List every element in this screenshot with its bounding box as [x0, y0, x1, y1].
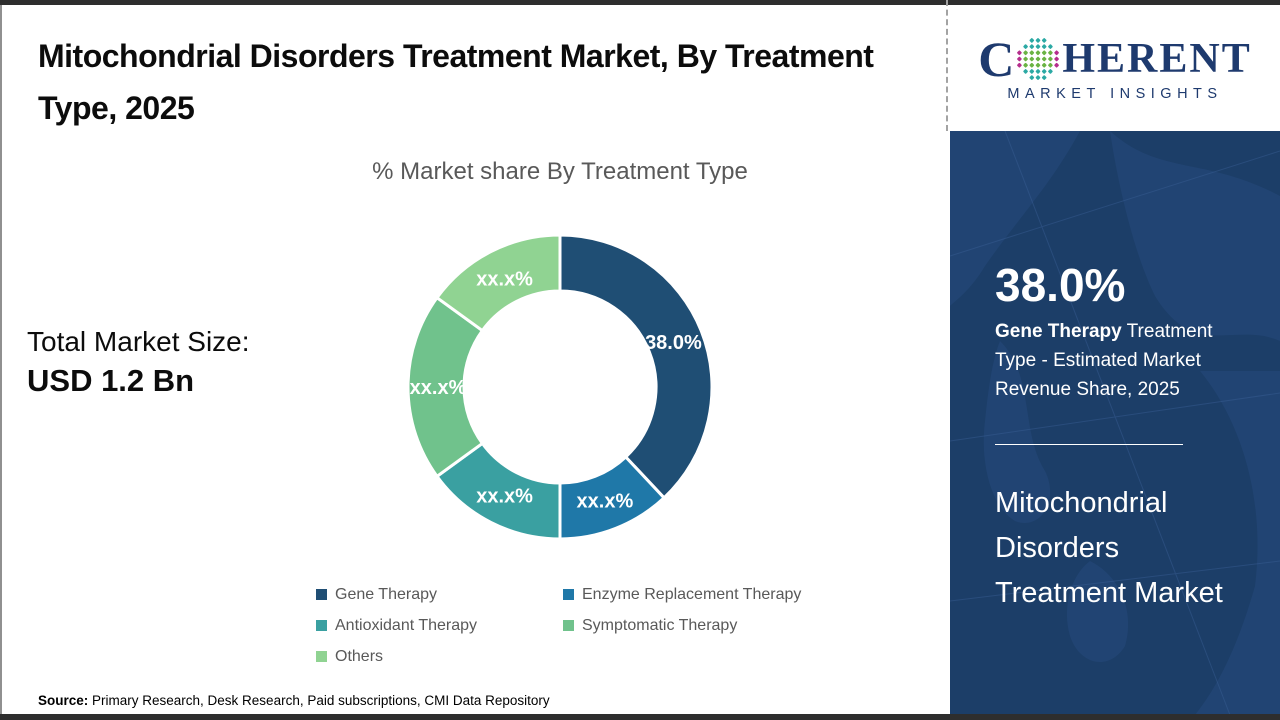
logo-dot	[1036, 56, 1041, 62]
logo-dot	[1029, 75, 1035, 80]
logo-dot	[1023, 50, 1029, 56]
logo-dot	[1042, 62, 1047, 68]
stat-segment-name: Gene Therapy	[995, 321, 1122, 342]
logo-dot	[1036, 38, 1041, 43]
logo-dot	[1042, 38, 1047, 43]
logo-dot	[1042, 44, 1047, 49]
logo-dot	[1029, 69, 1035, 74]
logo-dot	[1036, 50, 1041, 56]
donut-segment-label: xx.x%	[476, 486, 533, 508]
logo-dot	[1023, 62, 1029, 68]
logo-dot	[1042, 50, 1047, 56]
source-text: Primary Research, Desk Research, Paid su…	[88, 693, 550, 708]
logo-wordmark: C HERENT	[978, 34, 1251, 84]
logo-dotted-globe-icon	[1017, 38, 1060, 80]
source-label: Source:	[38, 693, 89, 708]
company-logo: C HERENT MARKET INSIGHTS	[950, 5, 1280, 131]
legend-item: Symptomatic Therapy	[563, 615, 801, 636]
logo-dot	[1042, 69, 1047, 74]
logo-dot	[1048, 62, 1054, 68]
source-line: Source: Primary Research, Desk Research,…	[38, 693, 550, 708]
donut-segment	[558, 233, 714, 500]
logo-dot	[1017, 62, 1023, 68]
legend-swatch	[563, 620, 574, 631]
sidebar-market-title: Mitochondrial Disorders Treatment Market	[995, 487, 1223, 609]
legend-swatch	[563, 589, 574, 600]
total-market-size-label: Total Market Size:	[27, 326, 250, 357]
logo-letters-herent: HERENT	[1062, 36, 1252, 82]
logo-dot	[1048, 56, 1054, 62]
total-market-size-value: USD 1.2 Bn	[27, 363, 195, 398]
bottom-border-bar	[0, 714, 1280, 720]
top-border-bar	[0, 0, 1280, 5]
logo-dot	[1029, 56, 1035, 62]
logo-tagline: MARKET INSIGHTS	[1007, 86, 1223, 102]
logo-dot	[1048, 44, 1054, 49]
legend-swatch	[316, 589, 327, 600]
logo-dot	[1042, 75, 1047, 80]
legend-item: Gene Therapy	[316, 584, 563, 605]
right-sidebar: 38.0% Gene Therapy Treatment Type - Esti…	[950, 131, 1280, 715]
total-market-size-block: Total Market Size: USD 1.2 Bn	[27, 323, 250, 401]
logo-dot	[1048, 50, 1054, 56]
logo-dot	[1036, 44, 1041, 49]
legend-label: Enzyme Replacement Therapy	[582, 585, 802, 603]
logo-dot	[1054, 50, 1060, 56]
donut-chart: 38.0% xx.x% xx.x% xx.x% xx.x%	[405, 232, 715, 542]
legend-label: Gene Therapy	[335, 585, 437, 603]
donut-chart-svg: 38.0% xx.x% xx.x% xx.x% xx.x%	[406, 233, 714, 541]
legend-item: Others	[316, 646, 563, 667]
header-dashed-divider	[946, 0, 948, 131]
logo-dot	[1042, 56, 1047, 62]
logo-dot	[1036, 75, 1041, 80]
logo-dot	[1023, 69, 1029, 74]
stat-description-rest: Treatment Type - Estimated Market Revenu…	[995, 321, 1213, 400]
page-title: Mitochondrial Disorders Treatment Market…	[38, 38, 874, 126]
left-border-line	[0, 5, 2, 714]
logo-dot	[1029, 62, 1035, 68]
legend-swatch	[316, 620, 327, 631]
legend-label: Antioxidant Therapy	[335, 616, 478, 634]
logo-dot	[1017, 56, 1023, 62]
chart-title: % Market share By Treatment Type	[372, 158, 748, 185]
donut-segment-label: xx.x%	[410, 377, 467, 399]
donut-segment-label: 38.0%	[645, 332, 702, 354]
logo-dot	[1054, 62, 1060, 68]
logo-dot	[1023, 56, 1029, 62]
legend-label: Others	[335, 647, 384, 665]
logo-dot	[1017, 50, 1023, 56]
donut-segment-label: xx.x%	[476, 268, 533, 290]
legend-item: Enzyme Replacement Therapy	[563, 584, 801, 605]
logo-dot	[1036, 62, 1041, 68]
legend-item: Antioxidant Therapy	[316, 615, 563, 636]
logo-dot	[1029, 50, 1035, 56]
world-map-texture	[950, 131, 1280, 715]
donut-segment-label: xx.x%	[577, 490, 634, 512]
logo-dot	[1029, 44, 1035, 49]
logo-dot	[1036, 69, 1041, 74]
logo-dot	[1048, 69, 1054, 74]
sidebar-content: 38.0% Gene Therapy Treatment Type - Esti…	[950, 259, 1280, 616]
logo-dot	[1023, 44, 1029, 49]
legend-label: Symptomatic Therapy	[582, 616, 738, 634]
logo-letter-c: C	[978, 31, 1015, 87]
legend-swatch	[316, 651, 327, 662]
chart-legend: Gene Therapy Enzyme Replacement Therapy An…	[316, 584, 801, 667]
logo-dot	[1029, 38, 1035, 43]
logo-dot	[1054, 56, 1060, 62]
headline-stat-description: Gene Therapy Treatment Type - Estimated …	[995, 317, 1247, 404]
headline-stat-value: 38.0%	[995, 259, 1126, 311]
donut-segment	[434, 233, 562, 333]
sidebar-divider-line	[995, 444, 1183, 445]
